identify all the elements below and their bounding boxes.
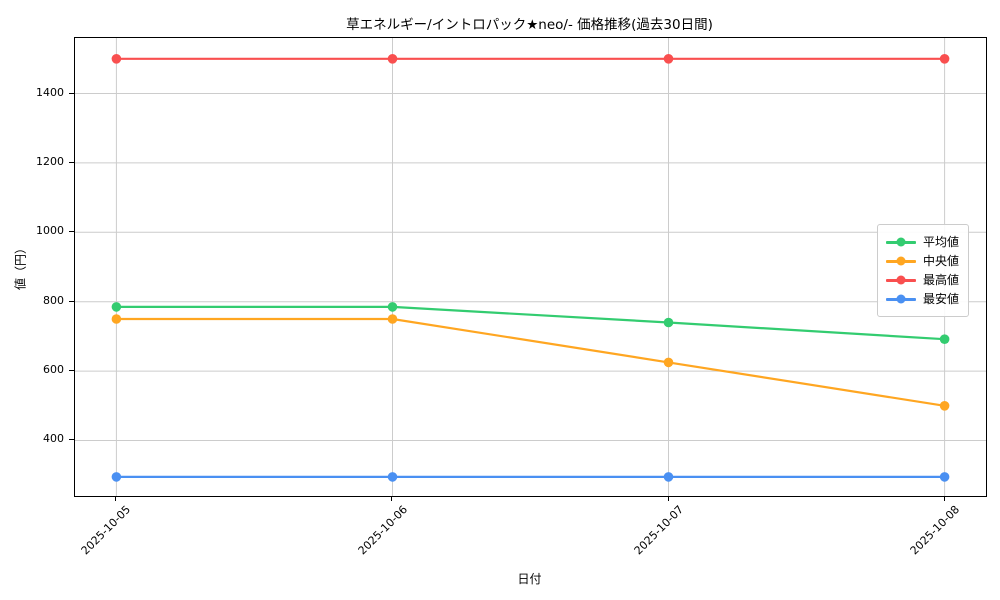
x-tick-label: 2025-10-07 xyxy=(631,503,686,558)
y-tick-mark xyxy=(69,439,74,441)
y-tick-label: 1400 xyxy=(36,85,64,99)
y-tick-mark xyxy=(69,161,74,163)
legend-label: 最安値 xyxy=(923,292,960,306)
series-line xyxy=(116,317,945,407)
legend-line-marker-icon xyxy=(886,255,916,267)
data-point-marker xyxy=(663,317,674,328)
legend-line-marker-icon xyxy=(886,274,916,286)
legend-marker-dot xyxy=(896,275,906,285)
legend-line-marker-icon xyxy=(886,236,916,248)
legend-marker-dot xyxy=(896,294,906,304)
y-tick-label: 1000 xyxy=(36,224,64,238)
chart-title: 草エネルギー/イントロパック★neo/- 価格推移(過去30日間) xyxy=(346,17,713,33)
y-axis-label: 値（円） xyxy=(13,241,28,291)
data-point-marker xyxy=(111,472,122,482)
legend: 平均値中央値最高値最安値 xyxy=(877,224,970,317)
x-tick-mark xyxy=(391,496,393,501)
y-tick-label: 1200 xyxy=(36,154,64,168)
x-tick-mark xyxy=(667,496,669,501)
data-point-marker xyxy=(111,314,122,324)
legend-label: 中央値 xyxy=(923,254,960,268)
legend-item: 平均値 xyxy=(886,233,959,251)
legend-line-marker-icon xyxy=(886,293,916,305)
x-axis-label: 日付 xyxy=(517,572,542,586)
data-point-marker xyxy=(663,54,674,64)
legend-item: 中央値 xyxy=(886,252,959,270)
data-point-marker xyxy=(387,472,398,482)
y-tick-label: 800 xyxy=(43,293,64,307)
data-point-marker xyxy=(939,54,950,64)
data-point-marker xyxy=(387,54,398,64)
data-point-marker xyxy=(111,54,122,64)
data-point-marker xyxy=(939,401,950,411)
legend-item: 最安値 xyxy=(886,290,959,308)
y-tick-label: 600 xyxy=(43,363,64,377)
x-tick-label: 2025-10-05 xyxy=(79,503,134,558)
chart-canvas xyxy=(75,38,986,496)
y-tick-mark xyxy=(69,370,74,372)
y-tick-mark xyxy=(69,92,74,94)
plot-area xyxy=(74,37,987,497)
x-tick-mark xyxy=(943,496,945,501)
y-tick-mark xyxy=(69,231,74,233)
data-point-marker xyxy=(939,334,950,345)
x-tick-label: 2025-10-06 xyxy=(355,503,410,558)
data-point-marker xyxy=(663,472,674,482)
legend-label: 最高値 xyxy=(923,273,960,287)
data-point-marker xyxy=(663,357,674,368)
data-point-marker xyxy=(387,314,398,324)
y-tick-label: 400 xyxy=(43,432,64,446)
x-tick-mark xyxy=(115,496,117,501)
data-point-marker xyxy=(939,472,950,482)
legend-marker-dot xyxy=(896,237,906,247)
legend-item: 最高値 xyxy=(886,271,959,289)
series-line xyxy=(116,305,945,341)
x-tick-label: 2025-10-08 xyxy=(907,503,962,558)
data-point-marker xyxy=(387,302,398,312)
legend-label: 平均値 xyxy=(923,235,960,249)
legend-marker-dot xyxy=(896,256,906,266)
data-point-marker xyxy=(111,302,122,312)
y-tick-mark xyxy=(69,300,74,302)
